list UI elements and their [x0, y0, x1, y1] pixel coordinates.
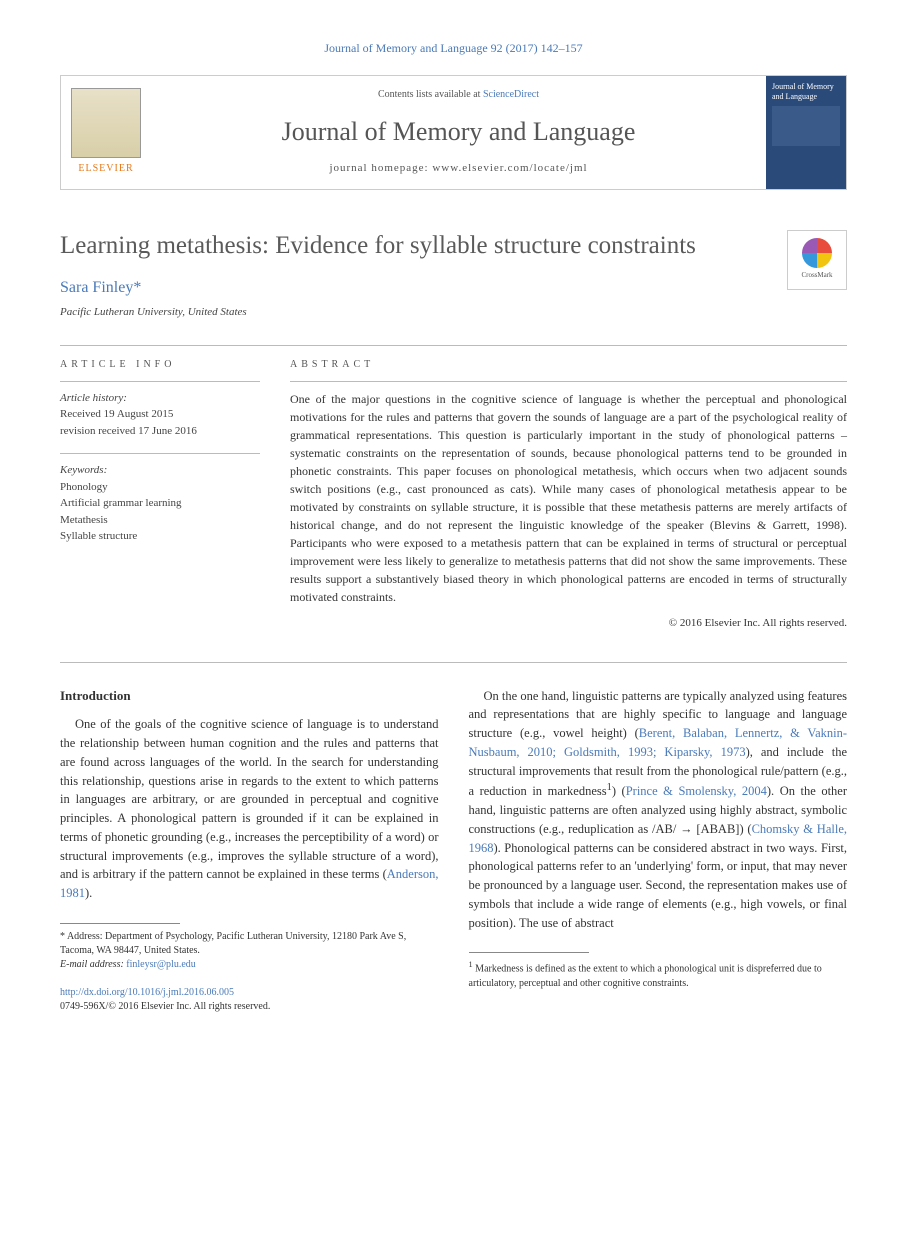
- homepage-prefix: journal homepage:: [329, 162, 432, 174]
- keywords-label: Keywords:: [60, 462, 260, 479]
- contents-prefix: Contents lists available at: [378, 89, 483, 100]
- rule-top: [60, 345, 847, 346]
- article-info-label: ARTICLE INFO: [60, 358, 260, 373]
- article-info-column: ARTICLE INFO Article history: Received 1…: [60, 358, 260, 631]
- journal-cover-thumb[interactable]: Journal of Memory and Language: [766, 76, 846, 188]
- abstract-text: One of the major questions in the cognit…: [290, 390, 847, 606]
- abstract-column: ABSTRACT One of the major questions in t…: [290, 358, 847, 631]
- abstract-label: ABSTRACT: [290, 358, 847, 373]
- fn1-text: Markedness is defined as the extent to w…: [469, 964, 822, 989]
- revised-date: revision received 17 June 2016: [60, 423, 260, 440]
- homepage-line: journal homepage: www.elsevier.com/locat…: [329, 161, 587, 177]
- page-root: Journal of Memory and Language 92 (2017)…: [0, 0, 907, 1065]
- keyword-item: Metathesis: [60, 512, 260, 529]
- intro-paragraph-1: One of the goals of the cognitive scienc…: [60, 715, 439, 903]
- footnote-1: 1 Markedness is defined as the extent to…: [469, 959, 848, 990]
- corresponding-mark: *: [133, 279, 141, 296]
- body-rule: [60, 662, 847, 663]
- contents-line: Contents lists available at ScienceDirec…: [378, 88, 539, 103]
- crossmark-badge[interactable]: CrossMark: [787, 230, 847, 290]
- author-line: Sara Finley*: [60, 276, 847, 299]
- author-name[interactable]: Sara Finley: [60, 279, 133, 296]
- header-citation: Journal of Memory and Language 92 (2017)…: [60, 40, 847, 57]
- journal-title: Journal of Memory and Language: [282, 113, 636, 151]
- elsevier-tree-icon: [71, 88, 141, 158]
- keyword-item: Syllable structure: [60, 528, 260, 545]
- right-column: On the one hand, linguistic patterns are…: [469, 687, 848, 1015]
- keyword-item: Phonology: [60, 479, 260, 496]
- issn-line: 0749-596X/© 2016 Elsevier Inc. All right…: [60, 1000, 439, 1015]
- info-rule-2: [60, 453, 260, 454]
- doi-link[interactable]: http://dx.doi.org/10.1016/j.jml.2016.06.…: [60, 986, 439, 1001]
- abstract-copyright: © 2016 Elsevier Inc. All rights reserved…: [290, 616, 847, 632]
- corr-address: Department of Psychology, Pacific Luther…: [60, 931, 406, 956]
- article-history: Article history: Received 19 August 2015…: [60, 390, 260, 440]
- crossmark-icon: [802, 238, 832, 268]
- info-abstract-row: ARTICLE INFO Article history: Received 1…: [60, 358, 847, 631]
- intro-paragraph-2: On the one hand, linguistic patterns are…: [469, 687, 848, 933]
- abstract-rule: [290, 381, 847, 382]
- sciencedirect-link[interactable]: ScienceDirect: [483, 89, 539, 100]
- intro-heading: Introduction: [60, 687, 439, 706]
- footnote-rule-left: [60, 923, 180, 924]
- crossmark-label: CrossMark: [801, 270, 832, 280]
- cover-image-icon: [772, 106, 840, 146]
- corresponding-footnote: * Address: Department of Psychology, Pac…: [60, 930, 439, 958]
- article-title: Learning metathesis: Evidence for syllab…: [60, 230, 847, 263]
- elsevier-text: ELSEVIER: [78, 162, 133, 177]
- header-box: ELSEVIER Contents lists available at Sci…: [60, 75, 847, 189]
- email-label: E-mail address:: [60, 959, 126, 970]
- body-columns: Introduction One of the goals of the cog…: [60, 687, 847, 1015]
- footnote-rule-right: [469, 952, 589, 953]
- cover-label: Journal of Memory and Language: [772, 82, 840, 101]
- history-label: Article history:: [60, 390, 260, 407]
- corr-label: * Address:: [60, 931, 105, 942]
- left-column: Introduction One of the goals of the cog…: [60, 687, 439, 1015]
- homepage-url[interactable]: www.elsevier.com/locate/jml: [432, 162, 587, 174]
- title-row: CrossMark Learning metathesis: Evidence …: [60, 230, 847, 263]
- keywords-block: Keywords: Phonology Artificial grammar l…: [60, 462, 260, 545]
- email-footnote: E-mail address: finleysr@plu.edu: [60, 958, 439, 972]
- received-date: Received 19 August 2015: [60, 406, 260, 423]
- header-center: Contents lists available at ScienceDirec…: [151, 76, 766, 188]
- keyword-item: Artificial grammar learning: [60, 495, 260, 512]
- elsevier-logo[interactable]: ELSEVIER: [61, 76, 151, 188]
- affiliation: Pacific Lutheran University, United Stat…: [60, 305, 847, 321]
- email-link[interactable]: finleysr@plu.edu: [126, 959, 195, 970]
- citation-link[interactable]: Prince & Smolensky, 2004: [626, 784, 767, 798]
- info-rule-1: [60, 381, 260, 382]
